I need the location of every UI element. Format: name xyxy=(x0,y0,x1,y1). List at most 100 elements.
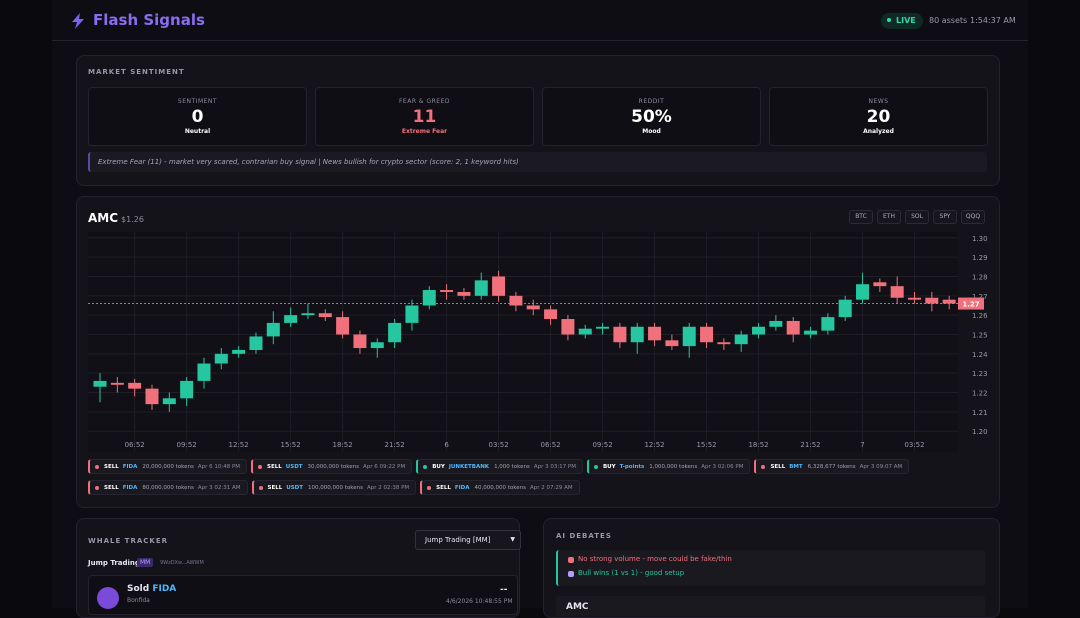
select-label: Jump Trading [MM] xyxy=(425,536,491,544)
signal-token: T-points xyxy=(619,463,645,470)
signal-tag: BUY T-points 1,000,000 tokens Apr 3 02:06 P… xyxy=(586,459,751,474)
candle-body xyxy=(890,286,904,298)
trade-date: 4/6/2026 10:48:55 PM xyxy=(446,598,513,605)
trade-token: FIDA xyxy=(152,584,177,594)
candle-body xyxy=(440,290,454,292)
candle-body xyxy=(561,319,575,335)
x-tick-label: 15:52 xyxy=(696,441,716,449)
signal-time: Apr 3 09:07 AM xyxy=(859,463,903,470)
whale-address: 9WzDXw...AWWM xyxy=(160,560,204,566)
candle-body xyxy=(942,299,956,304)
candle-body xyxy=(492,276,506,296)
card-value: 0 xyxy=(191,107,204,127)
candle-body xyxy=(804,330,818,335)
whale-select[interactable]: Jump Trading [MM] ▼ xyxy=(415,530,521,550)
y-tick-label: 1.21 xyxy=(972,409,988,417)
logo-icon xyxy=(72,13,84,29)
signal-time: Apr 2 07:29 AM xyxy=(530,484,573,491)
candle-body xyxy=(162,398,176,405)
card-value: 11 xyxy=(412,107,437,127)
debate-card xyxy=(556,550,985,586)
y-tick-label: 1.29 xyxy=(972,254,988,262)
x-tick-label: 7 xyxy=(860,441,864,449)
signal-side: SELL xyxy=(436,484,451,491)
signal-time: Apr 3 03:17 PM xyxy=(533,463,576,470)
candle-body xyxy=(526,305,540,310)
candle-body xyxy=(700,326,714,343)
candle-body xyxy=(665,340,679,347)
next-debate-title: AMC xyxy=(566,602,589,612)
y-tick-label: 1.22 xyxy=(972,390,988,398)
y-tick-label: 1.20 xyxy=(972,428,988,436)
debate-line: No strong volume - move could be fake/th… xyxy=(578,555,732,563)
symbol-button[interactable]: QQQ xyxy=(961,210,985,224)
x-tick-label: 15:52 xyxy=(281,441,301,449)
y-tick-label: 1.25 xyxy=(972,332,988,340)
candle-body xyxy=(422,290,436,306)
signal-side: SELL xyxy=(770,463,786,470)
select-arrow: ▼ xyxy=(510,536,515,543)
x-tick-label: 21:52 xyxy=(385,441,405,449)
x-tick-label: 12:52 xyxy=(644,441,664,449)
signal-token: JUNKETBANK xyxy=(448,463,490,470)
candle-body xyxy=(509,295,523,306)
signal-amount: 100,000,000 tokens xyxy=(307,484,363,491)
x-tick-label: 09:52 xyxy=(592,441,612,449)
signal-tag: SELL USDT 100,000,000 tokens Apr 2 02:38 PM xyxy=(251,480,417,495)
symbol-button[interactable]: ETH xyxy=(877,210,901,224)
sentiment-note: Extreme Fear (11) - market very scared, … xyxy=(88,152,987,172)
current-price-box xyxy=(958,297,984,310)
signal-token: USDT xyxy=(285,463,303,470)
symbol-button[interactable]: SOL xyxy=(905,210,929,224)
x-tick-label: 12:52 xyxy=(229,441,249,449)
signal-tag: SELL FIDA 40,000,000 tokens Apr 2 07:29 AM xyxy=(420,480,580,495)
card-sub: Neutral xyxy=(184,128,211,135)
signal-side: SELL xyxy=(104,484,119,491)
card-label: NEWS xyxy=(868,98,889,105)
candle-body xyxy=(752,326,766,335)
candle-body xyxy=(821,317,835,331)
card-value: 20 xyxy=(866,107,891,127)
sentiment-card: NEWS 20 Analyzed xyxy=(769,87,988,146)
signal-amount: 1,000 tokens xyxy=(494,463,530,470)
y-tick-label: 1.24 xyxy=(972,351,988,359)
candle-body xyxy=(266,322,280,337)
plot-area xyxy=(88,232,958,452)
candle-body xyxy=(353,334,367,349)
sentiment-title: MARKET SENTIMENT xyxy=(88,68,185,76)
x-tick-label: 06:52 xyxy=(125,441,145,449)
candle-body xyxy=(197,363,211,381)
next-debate xyxy=(556,596,985,616)
candle-body xyxy=(838,299,852,318)
y-tick-label: 1.27 xyxy=(972,293,988,301)
y-tick-label: 1.28 xyxy=(972,273,988,281)
signal-amount: 30,000,000 tokens xyxy=(307,463,360,470)
x-tick-label: 03:52 xyxy=(488,441,508,449)
candle-body xyxy=(544,309,558,320)
signal-time: Apr 3 02:31 AM xyxy=(197,484,241,491)
candle-body xyxy=(145,388,159,405)
symbol-button[interactable]: SPY xyxy=(933,210,957,224)
sentiment-card: REDDIT 50% Mood xyxy=(542,87,761,146)
candle-body xyxy=(682,326,696,347)
top-bar xyxy=(52,0,1028,41)
candle-body xyxy=(405,305,419,323)
token-avatar xyxy=(97,587,119,609)
signal-side: SELL xyxy=(267,484,283,491)
candle-body xyxy=(110,382,124,385)
chart-subtitle: $1.26 xyxy=(121,215,144,224)
trade-title: Sold FIDA xyxy=(127,584,176,594)
signal-time: Apr 2 02:38 PM xyxy=(366,484,410,491)
signal-token: USDT xyxy=(286,484,303,491)
x-tick-label: 09:52 xyxy=(177,441,197,449)
signal-amount: 80,000,000 tokens xyxy=(142,484,194,491)
y-tick-label: 1.30 xyxy=(972,235,988,243)
card-label: SENTIMENT xyxy=(177,98,218,105)
symbol-button[interactable]: BTC xyxy=(849,210,873,224)
debate-icon xyxy=(568,557,574,563)
candle-body xyxy=(474,280,488,296)
signal-token: FIDA xyxy=(122,484,138,491)
candle-body xyxy=(769,320,783,327)
signal-token: BMT xyxy=(789,463,803,470)
